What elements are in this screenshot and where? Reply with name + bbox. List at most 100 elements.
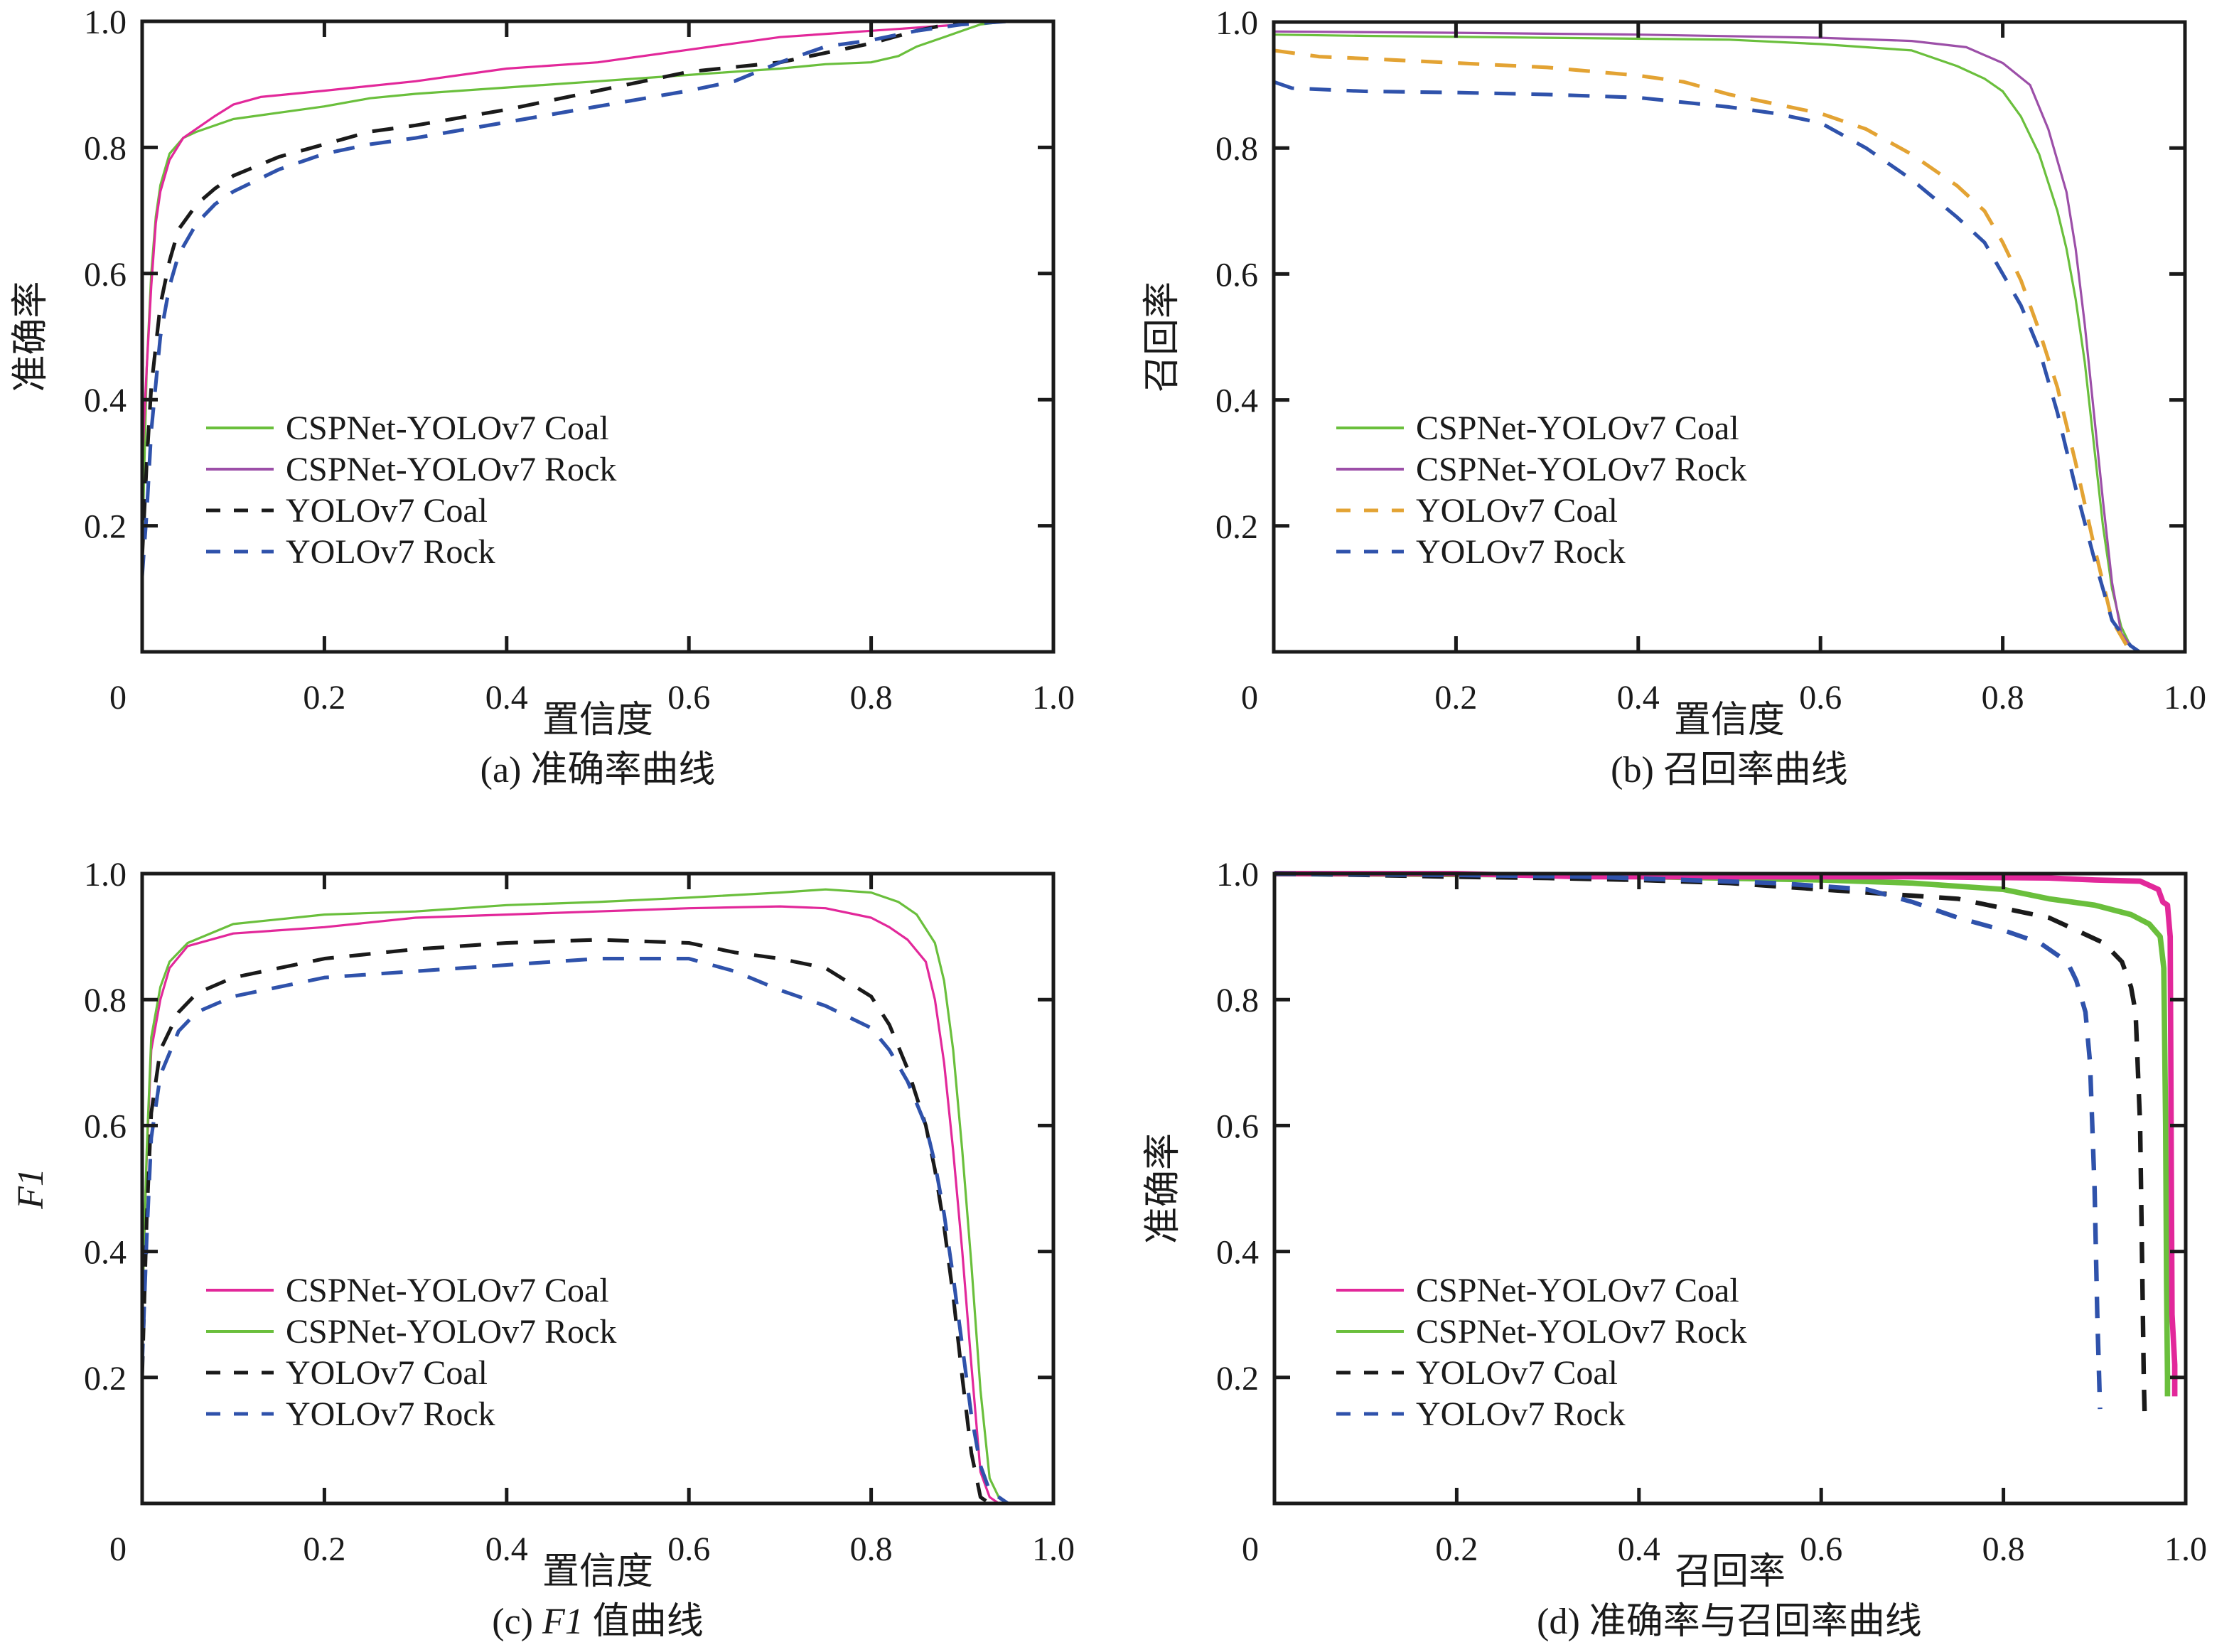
panel-caption: (c) F1 值曲线 [492, 1602, 704, 1642]
y-tick-label: 0.2 [84, 1360, 127, 1398]
legend-item: YOLOv7 Coal [206, 492, 488, 530]
y-tick-label: 0.2 [1215, 508, 1258, 546]
legend-item: CSPNet-YOLOv7 Rock [206, 1313, 616, 1351]
legend-item: CSPNet-YOLOv7 Coal [1336, 409, 1739, 447]
x-tick-label: 1.0 [2164, 679, 2206, 717]
series-line-yolov7-rock [1274, 80, 2141, 652]
x-tick-label: 0 [109, 1530, 127, 1568]
x-tick-label: 0 [109, 679, 127, 717]
x-tick-label: 0.8 [1982, 679, 2024, 717]
plot-frame [1272, 871, 2188, 1506]
series-line-cspnet-yolov7-rock [142, 20, 972, 463]
y-tick-label: 0.6 [84, 1107, 127, 1145]
y-tick-label: 0.6 [1216, 1107, 1259, 1145]
plot-frame [1272, 20, 2187, 654]
x-axis-title: 置信度 [1674, 700, 1785, 741]
y-tick-label: 1.0 [84, 4, 127, 41]
x-tick-label: 0.2 [303, 679, 345, 717]
y-axis-title: 召回率 [1142, 281, 1183, 392]
x-tick-label: 0 [1241, 679, 1258, 717]
legend-item: YOLOv7 Rock [1336, 1395, 1626, 1433]
y-tick-label: 0.8 [84, 982, 127, 1019]
series-line-cspnet-yolov7-coal [142, 20, 1009, 558]
series-line-yolov7-rock [142, 19, 1009, 576]
legend-label: CSPNet-YOLOv7 Rock [1416, 451, 1746, 488]
series-group [142, 888, 1009, 1503]
series-group [1274, 871, 2178, 1416]
legend-label: YOLOv7 Rock [1416, 1395, 1626, 1433]
series-line-cspnet-yolov7-coal [142, 905, 1000, 1503]
y-tick-label: 0.8 [1216, 982, 1259, 1019]
y-tick-label: 0.4 [84, 1234, 127, 1272]
x-tick-label: 0.2 [1434, 679, 1477, 717]
series-line-cspnet-yolov7-rock [1274, 30, 2140, 652]
legend-item: CSPNet-YOLOv7 Coal [1336, 1272, 1739, 1309]
legend: CSPNet-YOLOv7 Coal CSPNet-YOLOv7 Rock YOLO… [1336, 409, 1746, 571]
x-tick-label: 0.4 [485, 679, 528, 717]
panel-caption: (d) 准确率与召回率曲线 [1537, 1602, 1922, 1642]
caption-suffix: 值曲线 [584, 1602, 704, 1642]
y-tick-label: 0.6 [84, 256, 127, 294]
legend-label: YOLOv7 Coal [286, 1354, 488, 1392]
series-group [142, 19, 1009, 576]
legend-label: YOLOv7 Coal [1416, 492, 1618, 530]
legend-item: YOLOv7 Rock [206, 533, 495, 571]
x-tick-label: 1.0 [1032, 1530, 1075, 1568]
legend-label: CSPNet-YOLOv7 Rock [1416, 1313, 1746, 1351]
x-tick-label: 0.8 [1982, 1530, 2025, 1568]
x-tick-label: 1.0 [2164, 1530, 2207, 1568]
legend-label: CSPNet-YOLOv7 Rock [286, 451, 616, 488]
legend-label: CSPNet-YOLOv7 Coal [286, 1272, 609, 1309]
y-tick-label: 0.6 [1215, 256, 1258, 294]
legend-label: YOLOv7 Rock [286, 1395, 495, 1433]
y-tick-label: 1.0 [1215, 4, 1258, 42]
legend-label: YOLOv7 Coal [1416, 1354, 1618, 1392]
series-line-cspnet-yolov7-coal [1274, 33, 2140, 652]
plot-frame [140, 19, 1056, 654]
x-tick-label: 1.0 [1032, 679, 1075, 717]
legend-item: YOLOv7 Rock [1336, 533, 1626, 571]
x-tick-label: 0.4 [1618, 1530, 1660, 1568]
panel-c-f1-curve: 0 0.2 0.4 0.6 0.8 1.0 0.2 0.4 0.6 0.8 1.0 F1 置信度 (c) … [11, 856, 1075, 1642]
legend-item: YOLOv7 Rock [206, 1395, 495, 1433]
y-tick-label: 0.2 [84, 508, 127, 546]
series-line-yolov7-coal [1274, 871, 2147, 1416]
x-tick-label: 0.4 [485, 1530, 528, 1568]
y-tick-label: 0.4 [84, 382, 127, 419]
plot-frame [140, 871, 1056, 1506]
y-tick-label: 1.0 [84, 856, 127, 894]
caption-italic: F1 [542, 1602, 584, 1642]
y-axis-title: 准确率 [11, 281, 51, 392]
x-tick-label: 0.2 [1435, 1530, 1478, 1568]
legend-label: CSPNet-YOLOv7 Coal [286, 409, 609, 447]
series-line-yolov7-coal [142, 938, 991, 1503]
series-line-yolov7-rock [1274, 871, 2103, 1410]
x-tick-label: 0.6 [667, 679, 710, 717]
series-line-yolov7-rock [142, 957, 1009, 1503]
x-tick-label: 0.4 [1617, 679, 1660, 717]
y-axis-title: F1 [11, 1168, 51, 1210]
y-tick-label: 0.2 [1216, 1360, 1259, 1398]
series-line-cspnet-yolov7-rock [1274, 871, 2171, 1397]
y-tick-label: 0.4 [1216, 1234, 1259, 1272]
x-tick-label: 0.2 [303, 1530, 345, 1568]
legend-item: CSPNet-YOLOv7 Coal [206, 409, 609, 447]
x-tick-label: 0 [1242, 1530, 1259, 1568]
legend-item: CSPNet-YOLOv7 Coal [206, 1272, 609, 1309]
panel-caption: (b) 召回率曲线 [1611, 750, 1848, 790]
x-axis-title: 召回率 [1675, 1552, 1786, 1592]
y-tick-label: 0.4 [1215, 382, 1258, 420]
x-axis-title: 置信度 [542, 1552, 653, 1592]
y-tick-label: 1.0 [1216, 856, 1259, 894]
legend-label: YOLOv7 Coal [286, 492, 488, 530]
x-tick-label: 0.6 [1799, 679, 1842, 717]
x-tick-label: 0.6 [1800, 1530, 1842, 1568]
legend-item: YOLOv7 Coal [206, 1354, 488, 1392]
x-tick-label: 0.8 [850, 679, 893, 717]
legend-item: CSPNet-YOLOv7 Rock [1336, 451, 1746, 488]
